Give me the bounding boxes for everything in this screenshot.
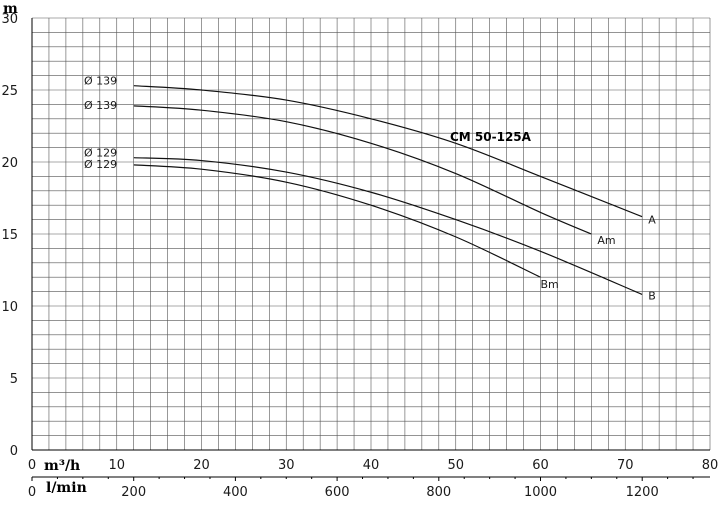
x-tick-label: 30: [278, 458, 295, 473]
curve-label-Bm: Bm: [541, 278, 559, 291]
y-tick-label: 20: [1, 156, 18, 171]
x2-tick-label: 200: [121, 485, 146, 500]
curves: [133, 85, 643, 296]
x-tick-label: 80: [702, 458, 719, 473]
x2-tick-label: 600: [325, 485, 350, 500]
y-tick-label: 25: [1, 84, 18, 99]
grid: [31, 17, 711, 451]
x-tick-label: 40: [363, 458, 380, 473]
y-tick-label: 10: [1, 300, 18, 315]
x-tick-label: 60: [532, 458, 549, 473]
x-axis-unit-secondary: l/min: [46, 480, 87, 496]
y-tick-label: 30: [1, 12, 18, 27]
chart-title: CM 50-125A: [450, 130, 532, 144]
diameter-label-A: Ø 139: [84, 75, 117, 88]
x2-tick-label: 1200: [626, 485, 659, 500]
x-tick-label: 0: [28, 458, 36, 473]
x-tick-label: 70: [617, 458, 634, 473]
x2-tick-label: 1000: [524, 485, 557, 500]
x-tick-label: 20: [193, 458, 210, 473]
y-tick-label: 0: [10, 444, 18, 459]
y-tick-label: 5: [10, 372, 18, 387]
x2-tick-label: 400: [223, 485, 248, 500]
x-tick-label: 10: [108, 458, 125, 473]
labels: A Ø 139 Am Ø 139 B Ø 129 Bm Ø 129: [84, 75, 656, 303]
curve-A: [133, 85, 643, 218]
curve-Am: [133, 105, 592, 235]
diameter-label-B: Ø 129: [84, 147, 117, 160]
curve-label-B: B: [648, 289, 656, 302]
diameter-label-Bm: Ø 129: [84, 158, 117, 171]
diameter-label-Am: Ø 139: [84, 99, 117, 112]
curve-label-A: A: [648, 214, 656, 227]
x2-tick-label: 0: [28, 485, 36, 500]
curve-B: [133, 157, 643, 296]
x-axis-unit-primary: m³/h: [44, 458, 80, 474]
y-axis-unit: m: [3, 1, 18, 17]
curve-Bm: [133, 164, 541, 278]
y-tick-label: 15: [1, 228, 18, 243]
x-tick-label: 50: [447, 458, 464, 473]
curve-label-Am: Am: [597, 234, 615, 247]
x2-tick-label: 800: [426, 485, 451, 500]
